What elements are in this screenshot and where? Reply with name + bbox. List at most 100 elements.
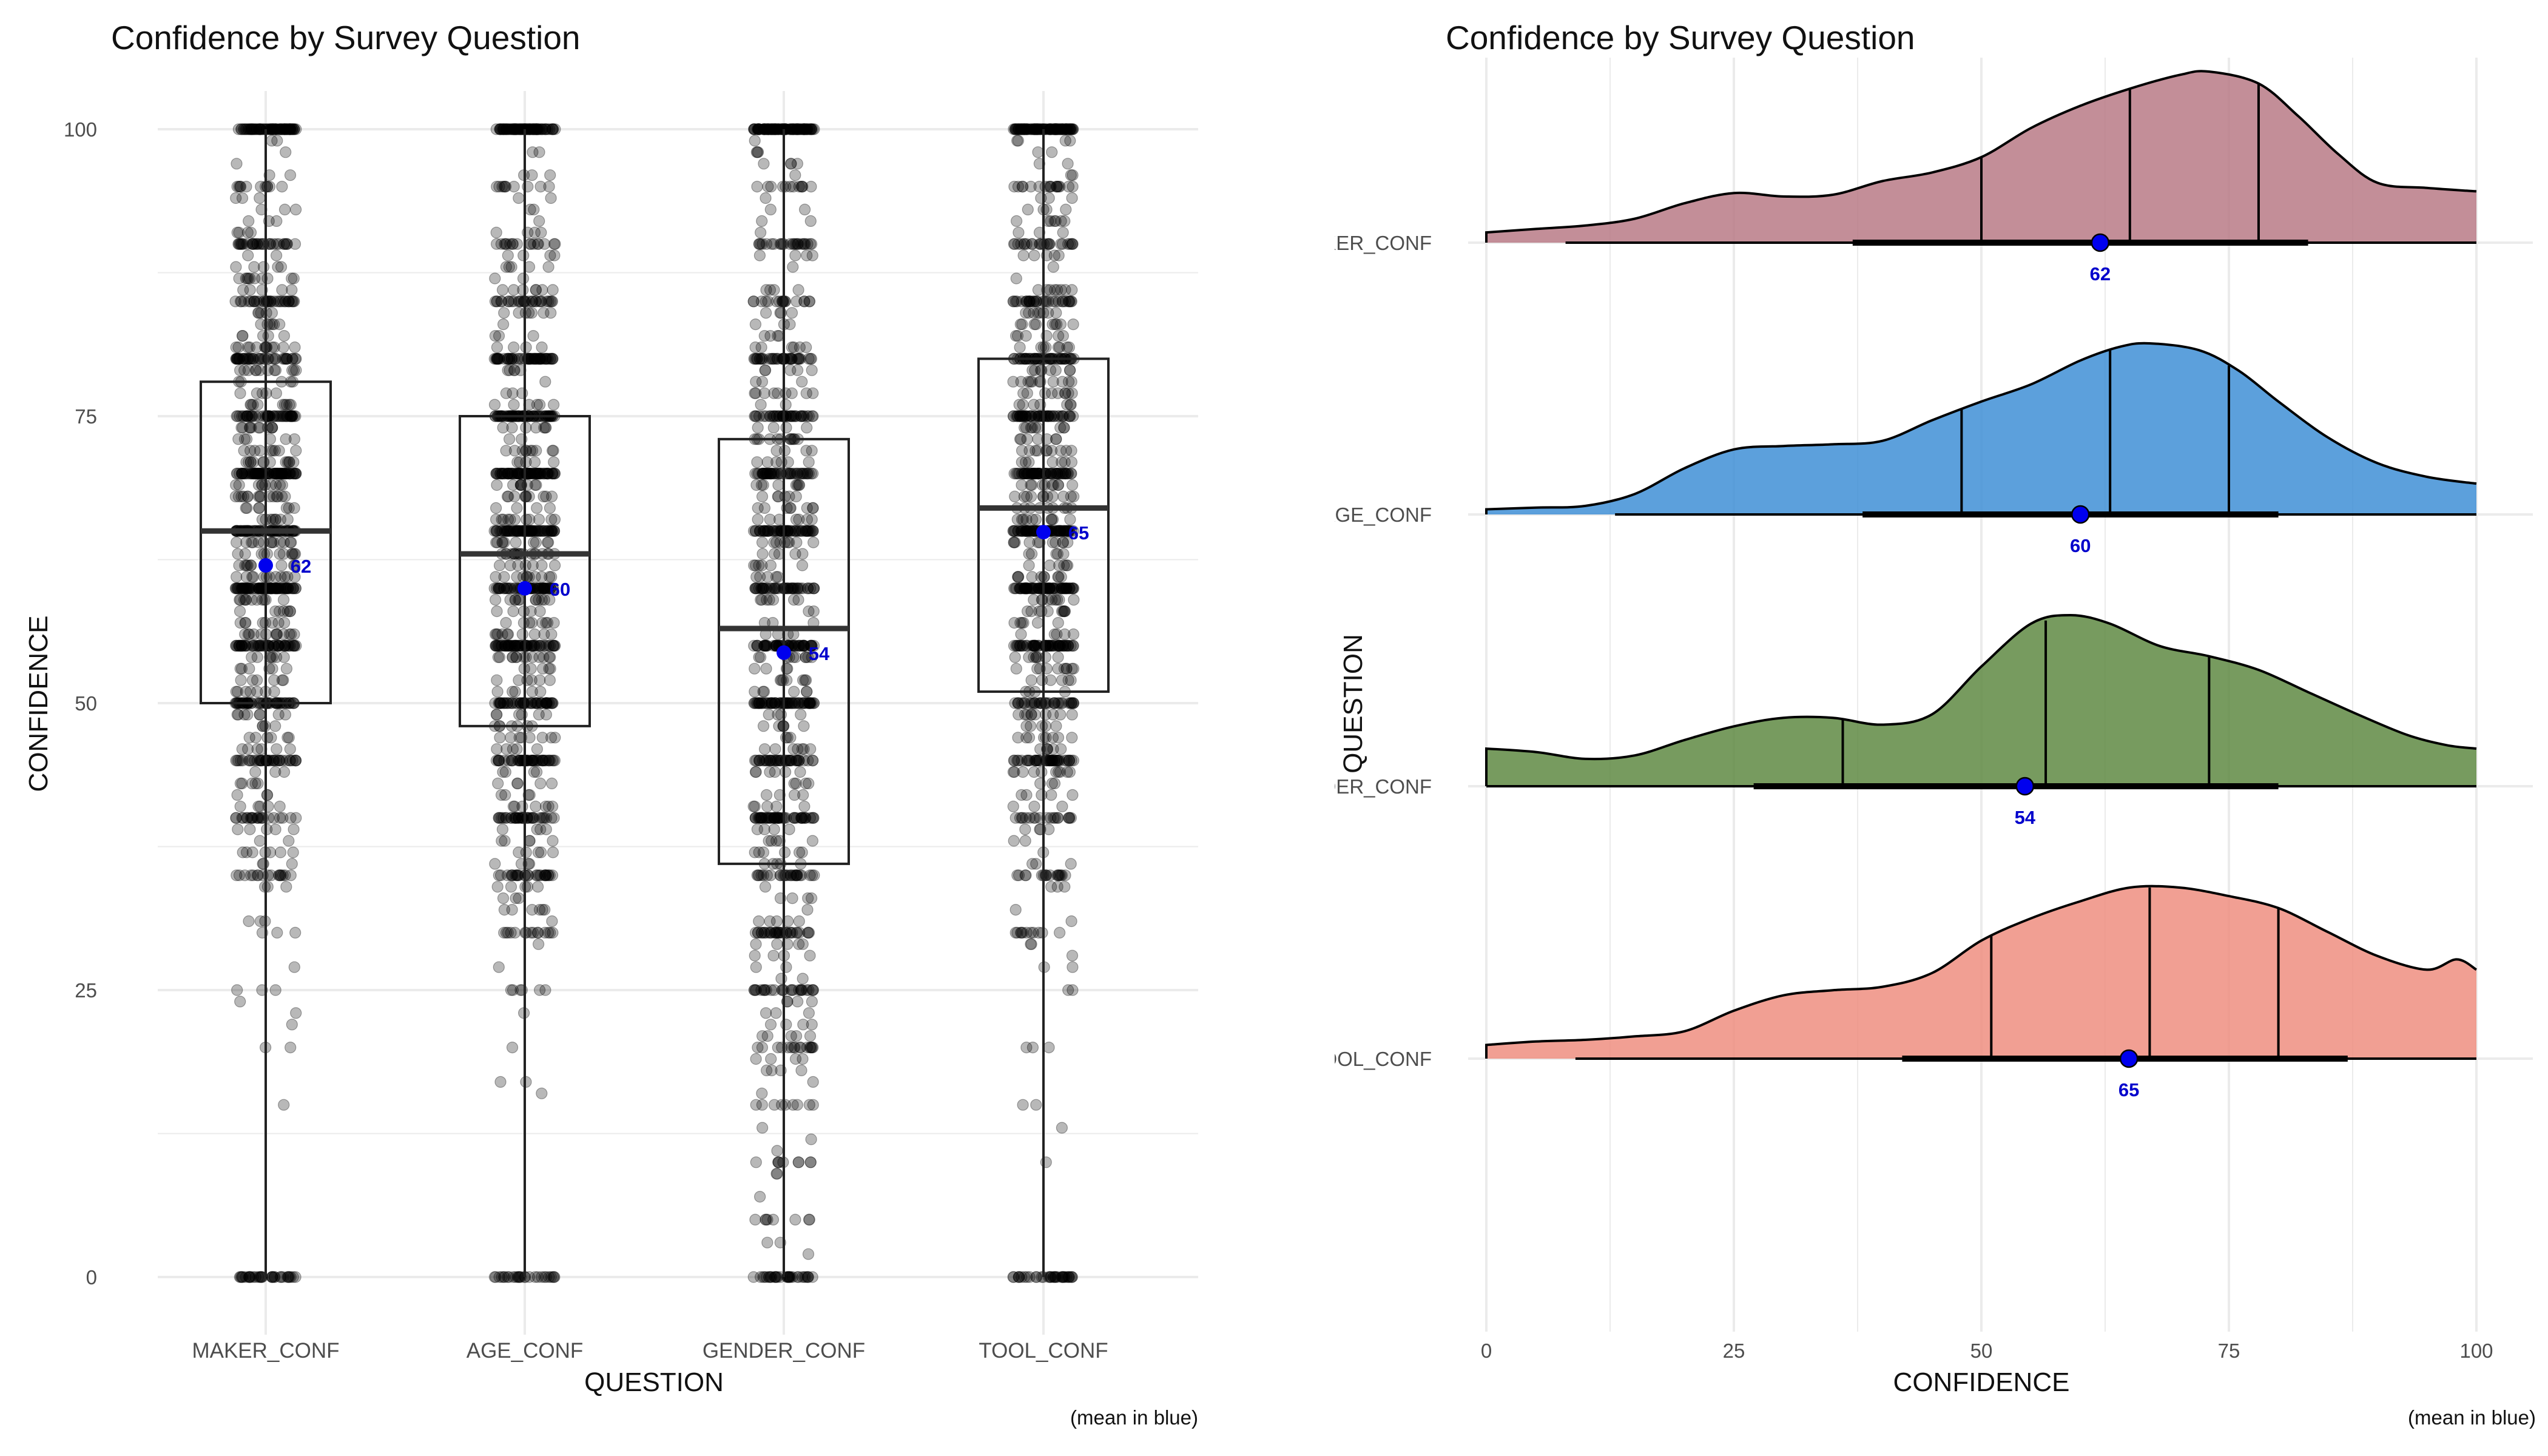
data-point (286, 1019, 298, 1031)
data-point (1067, 318, 1079, 331)
data-point (278, 329, 290, 342)
data-point (520, 341, 532, 354)
data-point (805, 1133, 817, 1145)
data-point (511, 502, 523, 514)
data-point (532, 938, 545, 950)
data-point (268, 582, 280, 595)
data-point (500, 616, 512, 629)
y-axis-title: QUESTION (1338, 634, 1368, 774)
data-point (1055, 571, 1067, 583)
data-point (548, 456, 560, 468)
data-point (521, 513, 533, 525)
data-point (755, 399, 767, 411)
data-point (489, 272, 501, 285)
data-point (243, 341, 256, 354)
data-point (280, 754, 292, 767)
data-point (274, 869, 287, 881)
data-point (750, 1053, 762, 1065)
data-point (278, 238, 290, 250)
data-point (756, 1087, 768, 1099)
data-point (1056, 1122, 1068, 1134)
data-point (512, 869, 525, 881)
data-point (764, 869, 777, 881)
data-point (545, 777, 558, 790)
data-point (237, 812, 249, 824)
data-point (274, 318, 286, 331)
data-point (750, 1156, 762, 1168)
data-point (244, 284, 256, 296)
data-point (236, 777, 248, 790)
data-point (790, 1030, 803, 1042)
data-point (784, 502, 796, 514)
data-point (800, 445, 812, 457)
x-tick-label: 100 (2459, 1340, 2493, 1362)
data-point (771, 352, 784, 365)
data-point (232, 582, 244, 595)
data-point (502, 249, 514, 261)
data-point (1052, 869, 1064, 881)
data-point (548, 812, 560, 824)
data-point (786, 892, 798, 905)
data-point (275, 467, 287, 480)
data-point (270, 410, 282, 422)
data-point (1056, 674, 1068, 686)
data-point (1025, 938, 1037, 950)
data-point (266, 123, 278, 135)
data-point (793, 938, 805, 950)
data-point (254, 490, 266, 503)
data-point (527, 329, 539, 342)
data-point (503, 639, 516, 652)
data-point (544, 249, 556, 261)
data-point (1066, 479, 1079, 491)
data-point (794, 766, 806, 778)
data-point (760, 789, 773, 801)
data-point (231, 571, 243, 583)
data-point (756, 1122, 769, 1134)
data-point (1021, 387, 1033, 399)
data-point (804, 215, 817, 227)
data-point (1011, 571, 1024, 583)
data-point (750, 571, 763, 583)
data-point (284, 743, 296, 755)
data-point (765, 181, 777, 193)
data-point (1047, 582, 1059, 595)
data-point (276, 410, 288, 422)
data-point (283, 456, 295, 468)
data-point (756, 1030, 769, 1042)
data-point (784, 318, 796, 331)
data-point (547, 399, 560, 411)
data-point (750, 938, 762, 950)
data-point (801, 686, 813, 698)
data-point (536, 341, 548, 354)
data-point (261, 422, 274, 434)
data-point (283, 502, 295, 514)
data-point (776, 295, 789, 308)
data-point (252, 582, 265, 595)
data-point (493, 559, 506, 571)
data-point (231, 352, 243, 365)
data-point (244, 422, 256, 434)
data-point (796, 559, 809, 571)
ridge-series: MAKER_CONF 62 (1335, 70, 2477, 285)
mean-label: 65 (1068, 522, 1089, 544)
data-point (1057, 536, 1070, 548)
data-point (803, 1007, 815, 1019)
data-point (1045, 513, 1058, 525)
data-point (749, 135, 761, 147)
data-point (1026, 571, 1038, 583)
data-point (281, 571, 294, 583)
data-point (280, 238, 292, 250)
data-point (511, 777, 524, 790)
data-point (233, 559, 245, 571)
data-point (803, 777, 815, 790)
data-point (264, 123, 276, 135)
data-point (288, 272, 300, 285)
data-point (283, 639, 295, 652)
data-point (1051, 525, 1063, 537)
data-point (244, 352, 256, 365)
data-point (791, 996, 804, 1008)
data-point (240, 616, 252, 629)
data-point (531, 881, 544, 893)
data-point (278, 410, 291, 422)
data-point (1009, 903, 1022, 916)
